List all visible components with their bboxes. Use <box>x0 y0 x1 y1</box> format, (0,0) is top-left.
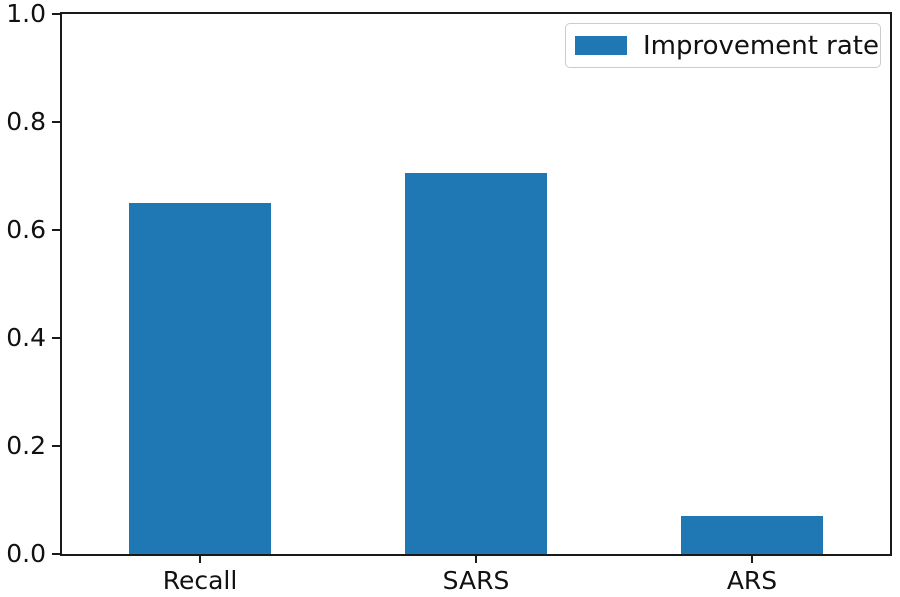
y-tick-mark <box>52 445 62 447</box>
x-tick-mark <box>475 554 477 563</box>
y-tick-mark <box>52 337 62 339</box>
y-tick-label: 0.0 <box>6 539 46 568</box>
y-tick-label: 0.4 <box>6 323 46 352</box>
x-tick-label-ars: ARS <box>726 566 778 595</box>
y-tick-mark <box>52 121 62 123</box>
y-tick-mark <box>52 13 62 15</box>
legend-label: Improvement rate <box>643 30 879 61</box>
y-tick-label: 0.8 <box>6 107 46 136</box>
y-tick-mark <box>52 553 62 555</box>
x-tick-mark <box>199 554 201 563</box>
x-tick-label-recall: Recall <box>162 566 238 595</box>
y-tick-label: 0.2 <box>6 431 46 460</box>
plot-area <box>60 12 892 556</box>
x-tick-mark <box>751 554 753 563</box>
bar-recall <box>129 203 271 554</box>
y-tick-label: 1.0 <box>6 0 46 28</box>
y-tick-mark <box>52 229 62 231</box>
x-tick-label-sars: SARS <box>442 566 510 595</box>
bar-ars <box>681 516 823 554</box>
y-tick-label: 0.6 <box>6 215 46 244</box>
legend: Improvement rate <box>565 23 881 68</box>
legend-swatch <box>575 36 627 55</box>
bar-sars <box>405 173 547 554</box>
